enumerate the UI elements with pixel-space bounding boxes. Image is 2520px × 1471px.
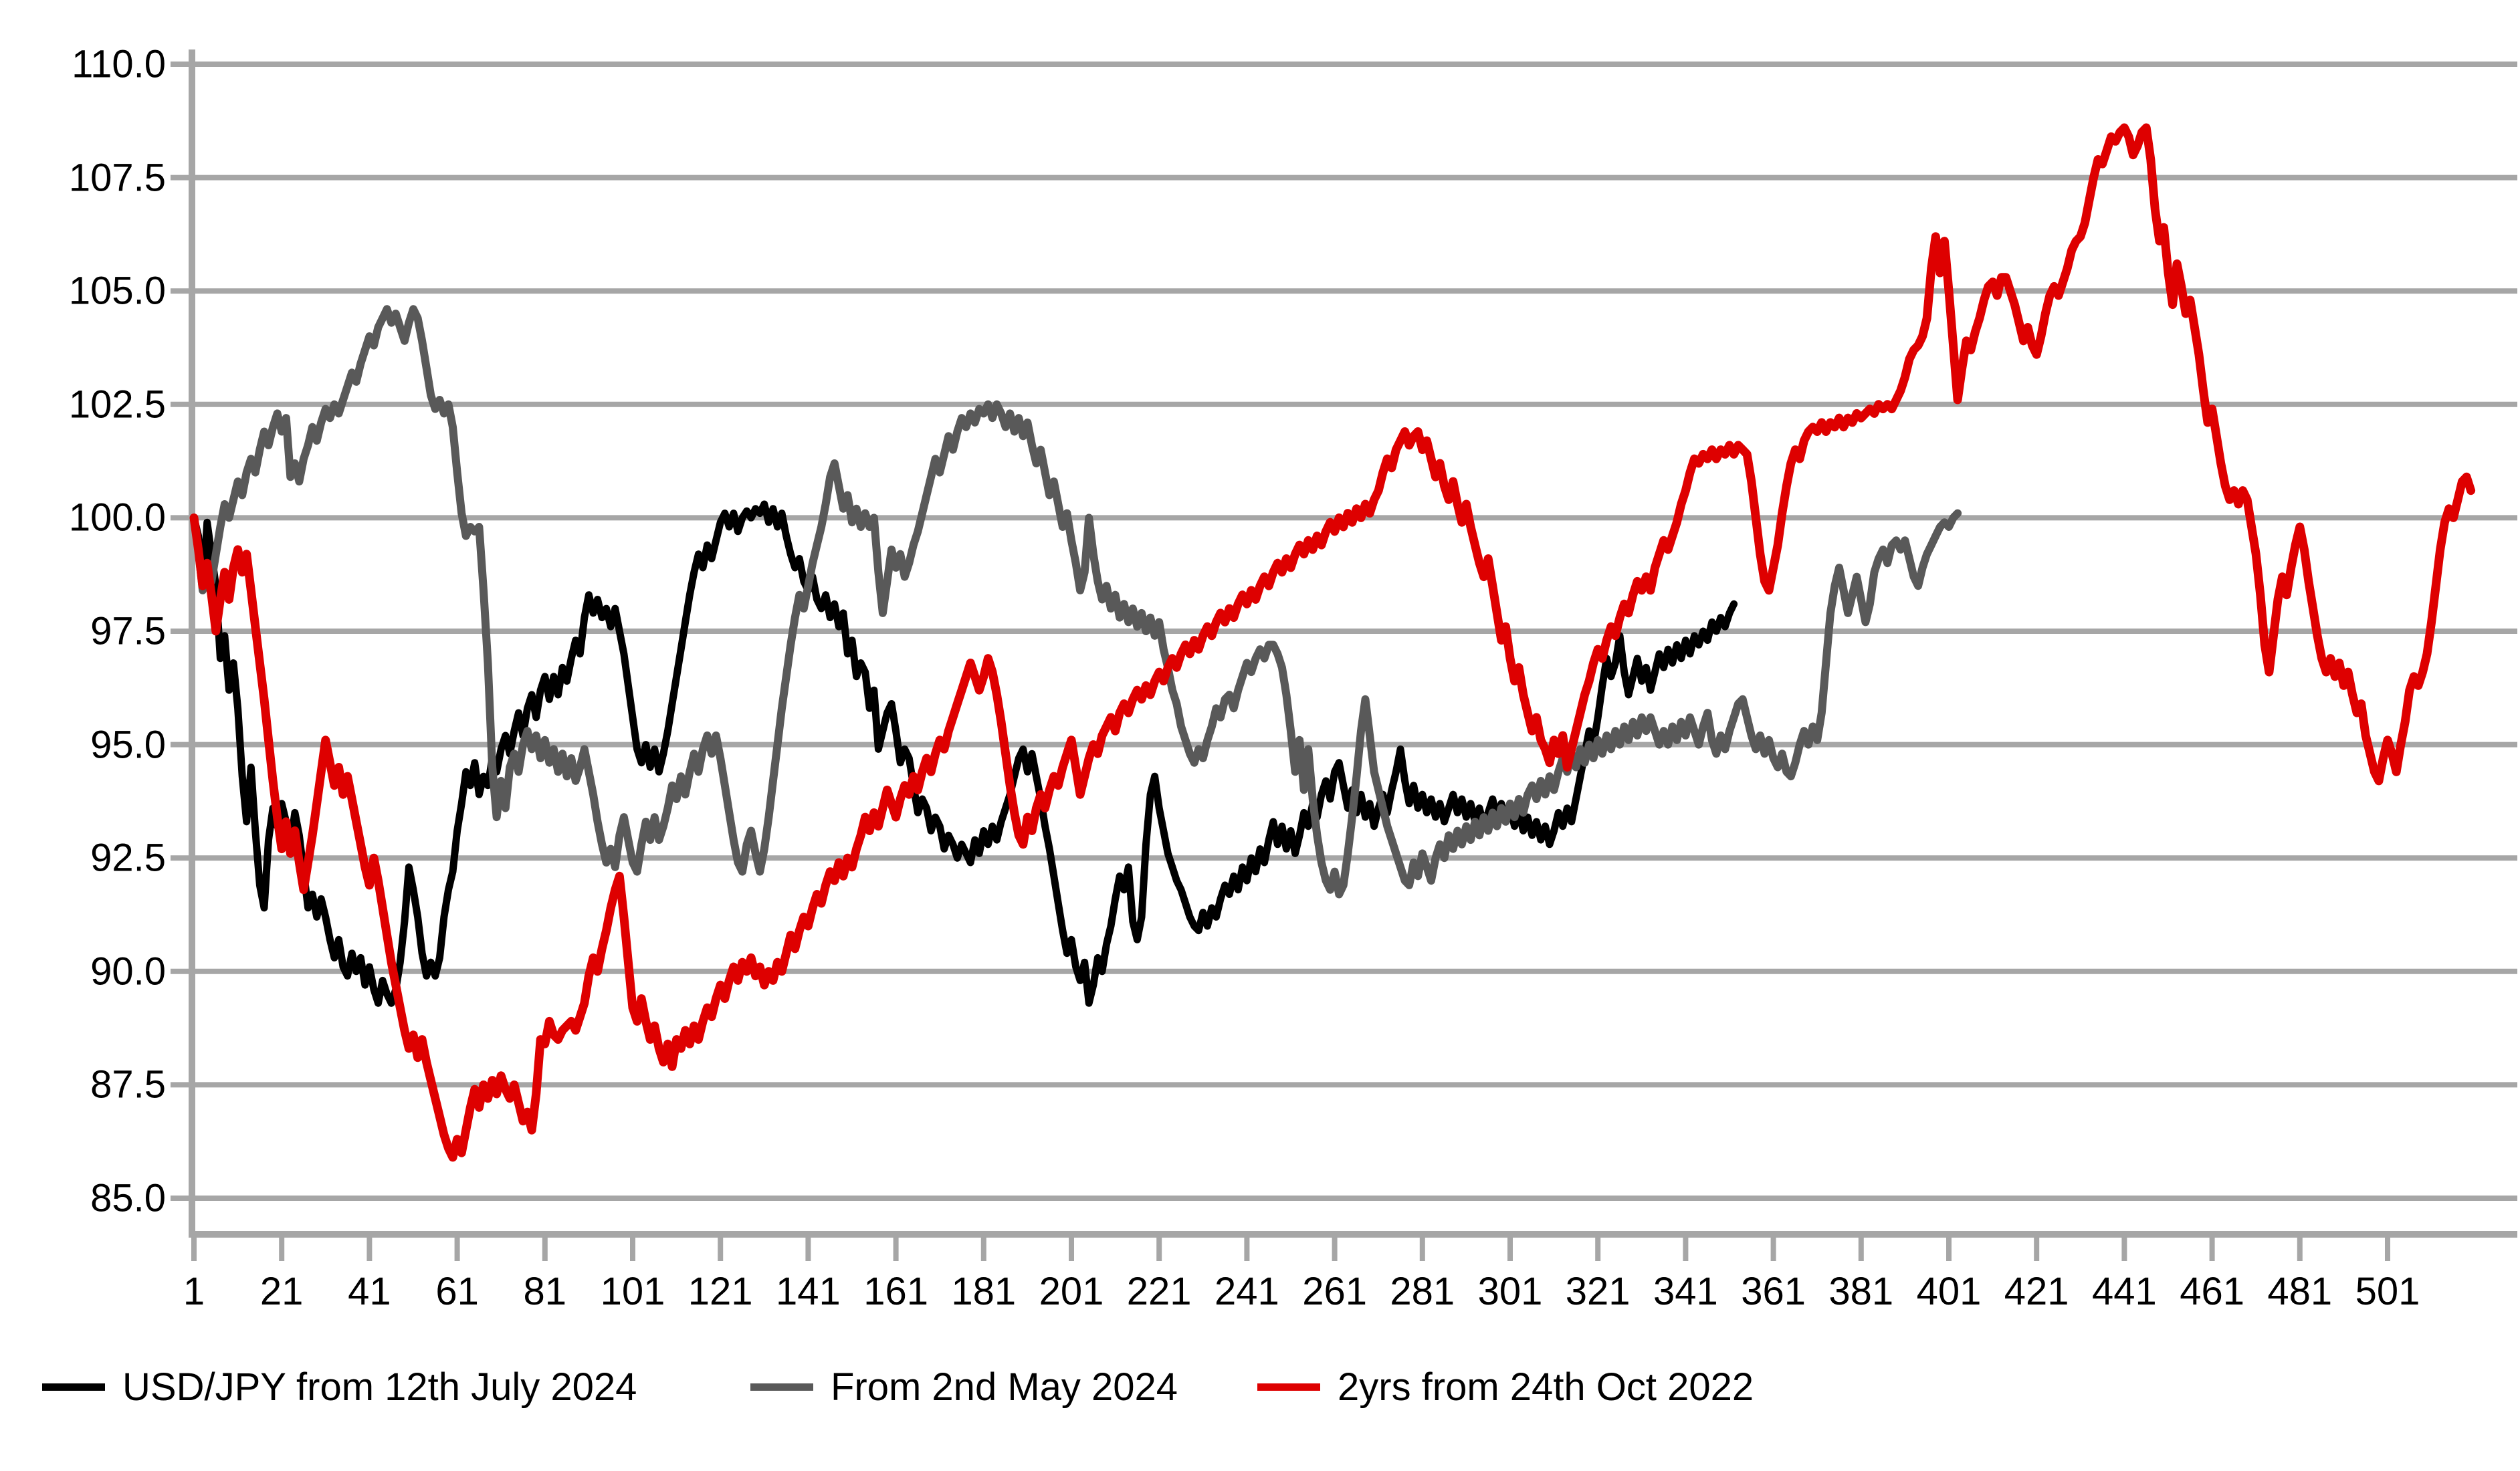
legend-item-from-2nd-may-2024: From 2nd May 2024 xyxy=(750,1365,1178,1409)
x-tick-label: 301 xyxy=(1477,1270,1543,1313)
legend-label: USD/JPY from 12th July 2024 xyxy=(122,1365,637,1409)
x-tick-label: 61 xyxy=(435,1270,479,1313)
x-tick-label: 81 xyxy=(523,1270,567,1313)
x-tick-label: 501 xyxy=(2355,1270,2420,1313)
x-tick-label: 361 xyxy=(1741,1270,1806,1313)
x-tick-label: 241 xyxy=(1215,1270,1279,1313)
y-tick-label: 102.5 xyxy=(68,382,166,427)
y-tick-label: 105.0 xyxy=(68,269,166,313)
x-tick-label: 381 xyxy=(1828,1270,1894,1313)
legend-item-usdjpy-12-july-2024: USD/JPY from 12th July 2024 xyxy=(42,1365,637,1409)
y-tick-label: 95.0 xyxy=(90,723,166,767)
x-tick-label: 141 xyxy=(776,1270,841,1313)
y-tick-label: 100.0 xyxy=(68,495,166,540)
series-line-from-2nd-may-2024 xyxy=(190,305,1962,899)
legend-label: 2yrs from 24th Oct 2022 xyxy=(1338,1365,1754,1409)
x-tick-label: 461 xyxy=(2180,1270,2244,1313)
x-tick-label: 101 xyxy=(600,1270,665,1313)
x-tick-label: 1 xyxy=(183,1270,205,1313)
legend-swatch-black-icon xyxy=(42,1383,105,1391)
legend-item-2yrs-from-24th-oct-2022: 2yrs from 24th Oct 2022 xyxy=(1257,1365,1754,1409)
legend-swatch-red-icon xyxy=(1257,1383,1320,1391)
x-tick-label: 21 xyxy=(259,1270,304,1313)
y-tick-label: 85.0 xyxy=(90,1176,166,1220)
x-tick-label: 181 xyxy=(951,1270,1017,1313)
x-tick-label: 341 xyxy=(1653,1270,1718,1313)
x-tick-label: 321 xyxy=(1565,1270,1631,1313)
x-tick-label: 201 xyxy=(1039,1270,1104,1313)
series-line-2yrs-from-24th-oct-2022 xyxy=(189,123,2476,1162)
legend-swatch-gray-icon xyxy=(750,1383,813,1391)
x-tick-label: 221 xyxy=(1126,1270,1192,1313)
x-tick-label: 401 xyxy=(1916,1270,1982,1313)
y-tick-label: 92.5 xyxy=(90,836,166,880)
x-tick-label: 421 xyxy=(2004,1270,2069,1313)
x-tick-label: 441 xyxy=(2092,1270,2157,1313)
y-tick-label: 87.5 xyxy=(90,1062,166,1107)
y-tick-label: 110.0 xyxy=(72,42,166,86)
y-tick-label: 107.5 xyxy=(68,156,166,200)
x-tick-label: 121 xyxy=(688,1270,753,1313)
x-tick-label: 161 xyxy=(863,1270,928,1313)
y-tick-label: 90.0 xyxy=(90,949,166,994)
x-tick-label: 261 xyxy=(1302,1270,1367,1313)
y-tick-label: 97.5 xyxy=(90,609,166,653)
x-tick-label: 481 xyxy=(2267,1270,2333,1313)
series-line-usdjpy-from-12th-july-2024 xyxy=(190,500,1738,1007)
x-tick-label: 281 xyxy=(1390,1270,1455,1313)
x-tick-label: 41 xyxy=(348,1270,391,1313)
legend-label: From 2nd May 2024 xyxy=(831,1365,1178,1409)
